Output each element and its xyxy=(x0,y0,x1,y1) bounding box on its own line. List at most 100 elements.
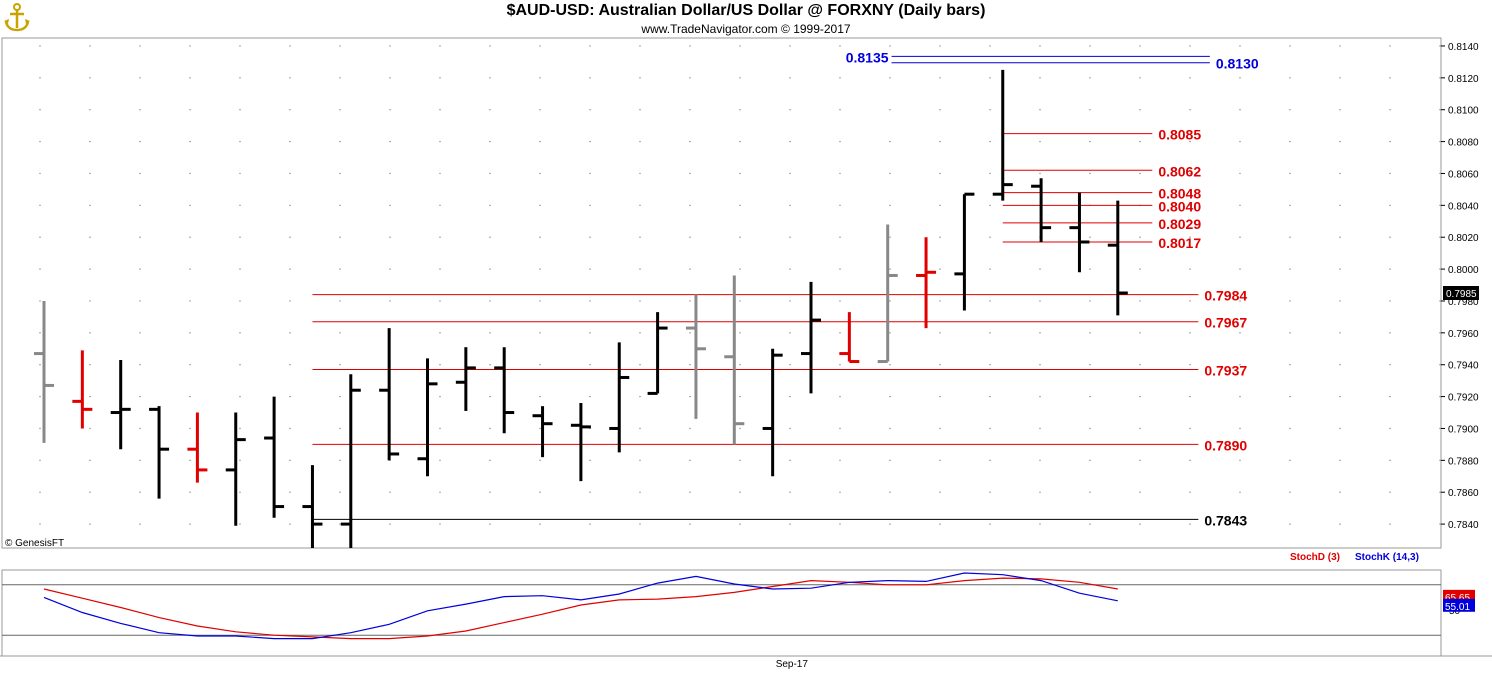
grid-dot xyxy=(539,300,541,302)
grid-dot xyxy=(489,364,491,366)
grid-dot xyxy=(1389,172,1391,175)
grid-dot xyxy=(889,459,891,462)
ohlc-bar xyxy=(340,374,361,548)
grid-dot xyxy=(389,300,391,302)
grid-dot xyxy=(789,77,791,79)
grid-dot xyxy=(1139,172,1141,175)
grid-dot xyxy=(1239,491,1241,493)
grid-dot xyxy=(989,459,991,462)
grid-dot xyxy=(1039,300,1041,302)
grid-dot xyxy=(789,459,791,462)
grid-dot xyxy=(1439,268,1441,270)
grid-dot xyxy=(939,236,941,238)
grid-dot xyxy=(1089,427,1091,430)
grid-dot xyxy=(139,300,141,302)
grid-dot xyxy=(289,459,291,462)
grid-dot xyxy=(89,109,91,111)
grid-dot xyxy=(139,395,141,398)
grid-dot xyxy=(189,459,191,462)
grid-dot xyxy=(989,300,991,302)
grid-dot xyxy=(889,523,891,525)
x-tick-label: Sep-17 xyxy=(776,659,809,670)
grid-dot xyxy=(489,172,491,175)
grid-dot xyxy=(439,459,441,462)
grid-dot xyxy=(939,427,941,430)
grid-dot xyxy=(1189,77,1191,79)
grid-dot xyxy=(489,236,491,238)
ohlc-bar xyxy=(570,402,591,482)
grid-dot xyxy=(239,523,241,525)
grid-dot xyxy=(939,364,941,366)
grid-dot xyxy=(839,459,841,462)
grid-dot xyxy=(989,140,991,143)
grid-dot xyxy=(1289,364,1291,366)
grid-dot xyxy=(389,77,391,79)
grid-dot xyxy=(189,395,191,398)
ohlc-bar xyxy=(992,69,1013,201)
y-tick-label: 0.8020 xyxy=(1448,233,1479,244)
grid-dot xyxy=(589,204,591,207)
grid-dot xyxy=(89,364,91,366)
grid-dot xyxy=(839,172,841,175)
grid-dot xyxy=(889,204,891,207)
grid-dot xyxy=(1289,523,1291,525)
ohlc-bar xyxy=(647,312,668,395)
grid-dot xyxy=(539,77,541,79)
grid-dot xyxy=(639,268,641,270)
grid-dot xyxy=(489,300,491,302)
grid-dot xyxy=(639,300,641,302)
y-tick-label: 0.8080 xyxy=(1448,138,1479,149)
level-label: 0.8029 xyxy=(1158,216,1201,232)
grid-dot xyxy=(39,395,41,398)
grid-dot xyxy=(689,395,691,398)
grid-dot xyxy=(89,491,91,493)
grid-dot xyxy=(989,364,991,366)
grid-dot xyxy=(689,364,691,366)
grid-dot xyxy=(1439,332,1441,334)
y-tick-label: 0.8000 xyxy=(1448,265,1479,276)
stoch-d-value: 65.65 xyxy=(1445,593,1470,604)
stoch-k-value: 55.01 xyxy=(1445,602,1470,613)
grid-dot xyxy=(689,109,691,111)
grid-dot xyxy=(39,427,41,430)
grid-dot xyxy=(439,395,441,398)
grid-dot xyxy=(589,268,591,270)
grid-dot xyxy=(139,140,141,143)
grid-dot xyxy=(39,236,41,238)
grid-dot xyxy=(739,523,741,525)
price-panel-frame xyxy=(1,37,1442,549)
grid-dot xyxy=(539,491,541,493)
grid-dot xyxy=(139,109,141,111)
grid-dot xyxy=(189,109,191,111)
grid-dot xyxy=(89,204,91,207)
grid-dot xyxy=(589,395,591,398)
grid-dot xyxy=(939,523,941,525)
ohlc-bar xyxy=(532,406,553,458)
grid-dot xyxy=(439,45,441,47)
grid-dot xyxy=(939,172,941,175)
grid-dot xyxy=(989,491,991,493)
ohlc-bar xyxy=(455,347,476,411)
grid-dot xyxy=(1339,109,1341,111)
grid-dot xyxy=(339,77,341,79)
grid-dot xyxy=(1389,236,1391,238)
grid-dot xyxy=(1139,395,1141,398)
grid-dot xyxy=(189,236,191,238)
grid-dot xyxy=(1289,427,1291,430)
grid-dot xyxy=(1089,523,1091,525)
grid-dot xyxy=(289,236,291,238)
grid-dot xyxy=(889,109,891,111)
grid-dot xyxy=(589,300,591,302)
grid-dot xyxy=(339,491,341,493)
grid-dot xyxy=(1339,236,1341,238)
grid-dot xyxy=(1189,109,1191,111)
stoch-d-legend: StochD (3) xyxy=(1290,552,1340,563)
grid-dot xyxy=(289,109,291,111)
grid-dot xyxy=(1239,140,1241,143)
grid-dot xyxy=(1339,395,1341,398)
grid-dot xyxy=(239,268,241,270)
grid-dot xyxy=(1139,77,1141,79)
grid-dot xyxy=(339,268,341,270)
grid-dot xyxy=(89,77,91,79)
